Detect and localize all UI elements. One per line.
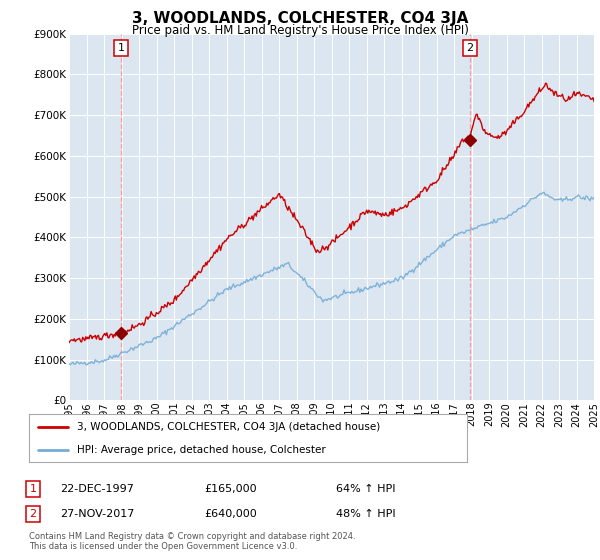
- Text: 3, WOODLANDS, COLCHESTER, CO4 3JA: 3, WOODLANDS, COLCHESTER, CO4 3JA: [132, 11, 468, 26]
- Text: 2: 2: [29, 509, 37, 519]
- Text: 1: 1: [29, 484, 37, 494]
- Text: 48% ↑ HPI: 48% ↑ HPI: [336, 509, 395, 519]
- Text: 2: 2: [467, 43, 473, 53]
- Text: 22-DEC-1997: 22-DEC-1997: [60, 484, 134, 494]
- Text: 27-NOV-2017: 27-NOV-2017: [60, 509, 134, 519]
- Text: 3, WOODLANDS, COLCHESTER, CO4 3JA (detached house): 3, WOODLANDS, COLCHESTER, CO4 3JA (detac…: [77, 422, 380, 432]
- Text: Contains HM Land Registry data © Crown copyright and database right 2024.
This d: Contains HM Land Registry data © Crown c…: [29, 532, 355, 552]
- Text: 1: 1: [118, 43, 124, 53]
- Text: HPI: Average price, detached house, Colchester: HPI: Average price, detached house, Colc…: [77, 445, 326, 455]
- Text: £640,000: £640,000: [204, 509, 257, 519]
- Text: 64% ↑ HPI: 64% ↑ HPI: [336, 484, 395, 494]
- Text: £165,000: £165,000: [204, 484, 257, 494]
- Text: Price paid vs. HM Land Registry's House Price Index (HPI): Price paid vs. HM Land Registry's House …: [131, 24, 469, 36]
